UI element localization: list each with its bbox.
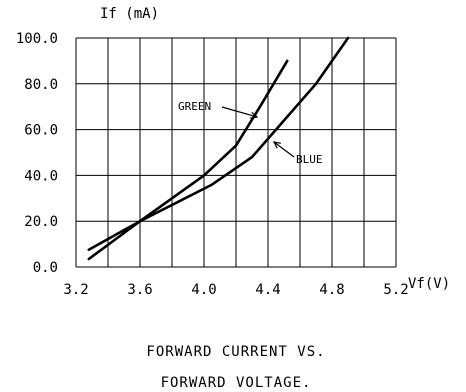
series-line-green [87,59,289,261]
series-lines [87,36,350,261]
chart-grid [75,37,397,268]
x-tick-label: 5.2 [383,282,408,298]
arrowhead-blue [272,141,281,149]
x-axis-label: Vf(V) [408,276,450,292]
caption-line-2: FORWARD VOLTAGE. [161,375,312,391]
leader-line-blue [273,141,295,158]
x-tick-label: 4.0 [191,282,216,298]
y-tick-label: 40.0 [24,168,58,184]
x-tick-label: 4.4 [255,282,280,298]
series-labels: GREEN BLUE [178,100,323,166]
series-line-blue [87,36,350,252]
x-tick-label: 3.6 [127,282,152,298]
y-axis-label: If (mA) [100,6,159,22]
y-tick-label: 0.0 [33,260,58,276]
x-tick-labels: 3.2 3.6 4.0 4.4 4.8 5.2 [63,282,408,298]
leader-line-green [221,106,258,118]
arrowhead-green [250,111,259,119]
y-tick-label: 60.0 [24,123,58,139]
y-tick-label: 20.0 [24,214,58,230]
series-label-blue: BLUE [296,153,323,166]
y-tick-label: 100.0 [16,31,58,47]
x-tick-label: 4.8 [319,282,344,298]
series-label-green: GREEN [178,100,211,113]
x-tick-label: 3.2 [63,282,88,298]
caption-line-1: FORWARD CURRENT VS. [146,344,325,360]
y-tick-label: 80.0 [24,77,58,93]
y-tick-labels: 0.0 20.0 40.0 60.0 80.0 100.0 [16,31,58,276]
